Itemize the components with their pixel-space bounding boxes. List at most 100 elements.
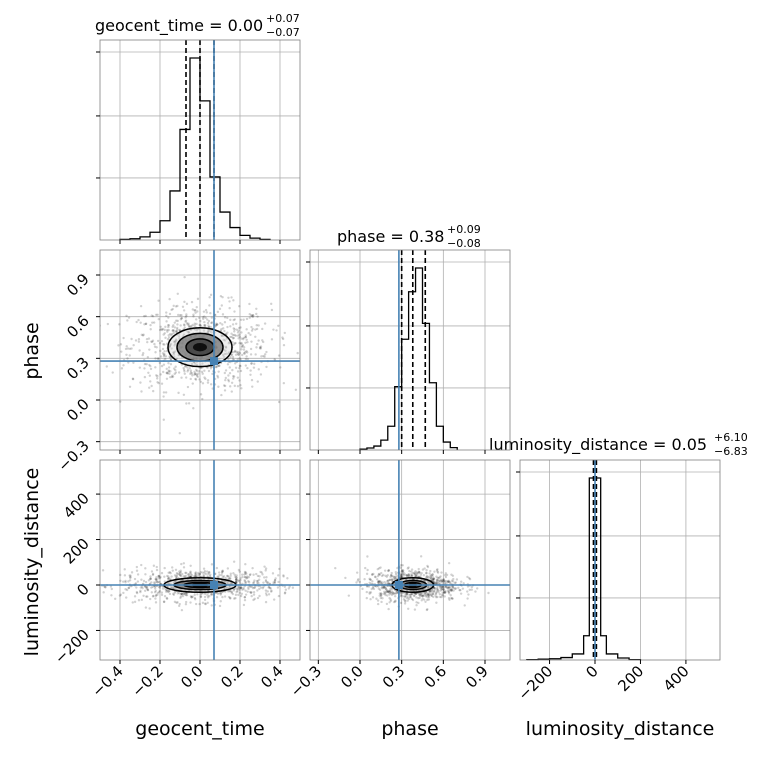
scatter-point (194, 309, 197, 312)
scatter-point (425, 568, 428, 572)
scatter-point (234, 362, 237, 365)
scatter-point (421, 597, 424, 600)
scatter-point (204, 308, 208, 312)
scatter-point (223, 352, 227, 356)
scatter-point (210, 365, 214, 369)
scatter-point (435, 578, 439, 582)
scatter-point (443, 573, 447, 577)
scatter-point (430, 594, 434, 598)
scatter-point (174, 371, 178, 374)
scatter-point (140, 578, 143, 581)
scatter-point (206, 601, 209, 605)
scatter-point (183, 275, 186, 279)
scatter-point (244, 572, 247, 575)
scatter-point (134, 582, 138, 585)
scatter-point (259, 570, 262, 574)
scatter-point (202, 567, 206, 570)
scatter-point (162, 600, 166, 604)
scatter-point (163, 350, 166, 353)
scatter-point (355, 571, 359, 574)
scatter-point (227, 577, 230, 581)
scatter-point (255, 572, 258, 576)
scatter-point (388, 593, 391, 596)
scatter-point (167, 336, 171, 339)
scatter-point (217, 575, 220, 579)
scatter-point (422, 594, 426, 597)
scatter-point (251, 327, 254, 331)
x-tick-label-phase: 0.0 (337, 662, 367, 692)
scatter-point (405, 573, 408, 577)
scatter-point (147, 579, 151, 582)
scatter-point (183, 372, 186, 375)
title-luminosity-distance-plus: +6.10 (714, 431, 748, 444)
scatter-point (390, 571, 393, 575)
scatter-point (379, 594, 383, 598)
scatter-point (229, 596, 232, 600)
panel-frame (309, 459, 511, 661)
scatter-point (429, 589, 432, 593)
scatter-point (248, 313, 251, 316)
scatter-point (234, 580, 238, 583)
scatter-point (399, 574, 403, 577)
scatter-point (187, 402, 191, 405)
scatter-point (427, 595, 431, 599)
scatter-point (94, 589, 96, 591)
ylabel-luminosity-distance: luminosity_distance (21, 468, 43, 657)
scatter-point (50, 583, 52, 585)
scatter-point (167, 366, 171, 369)
scatter-point (174, 338, 178, 341)
scatter-point (260, 355, 263, 358)
scatter-point (203, 569, 207, 573)
scatter-point (407, 574, 410, 577)
scatter-point (206, 379, 210, 382)
title-geocent-time-main: geocent_time = 0.00 (95, 16, 263, 36)
scatter-point (436, 595, 439, 599)
scatter-point (429, 576, 433, 579)
scatter-point (146, 588, 150, 591)
scatter-point (167, 369, 171, 372)
scatter-point (187, 322, 190, 325)
scatter-point (133, 600, 137, 604)
scatter-point (442, 588, 445, 592)
scatter-point (190, 300, 194, 304)
scatter-point (270, 589, 273, 592)
scatter-point (387, 569, 390, 573)
scatter-point (466, 585, 470, 588)
scatter-point (162, 355, 166, 358)
scatter-point (264, 589, 268, 592)
scatter-point (302, 592, 304, 594)
scatter-point (269, 587, 272, 590)
scatter-point (154, 597, 157, 600)
scatter-point (238, 357, 241, 360)
scatter-point (203, 595, 207, 599)
scatter-point (170, 334, 173, 337)
scatter-point (402, 571, 405, 574)
scatter-point (245, 350, 248, 353)
scatter-point (203, 376, 206, 379)
scatter-point (451, 597, 454, 600)
scatter-point (125, 353, 128, 356)
scatter-point (181, 572, 184, 576)
scatter-point (204, 602, 207, 606)
scatter-point (388, 590, 392, 593)
scatter-point (441, 585, 445, 589)
scatter-point (119, 573, 122, 577)
scatter-point (145, 337, 149, 341)
scatter-point (437, 576, 440, 580)
scatter-point (235, 576, 238, 580)
scatter-point (429, 576, 432, 580)
scatter-point (185, 593, 189, 597)
scatter-point (428, 591, 431, 594)
y-tick-label-luminosity_distance: −200 (51, 626, 93, 668)
scatter-point (198, 370, 201, 373)
scatter-point (444, 590, 447, 593)
scatter-point (204, 316, 207, 320)
scatter-point (179, 569, 182, 572)
scatter-point (175, 339, 178, 342)
scatter-point (244, 335, 248, 339)
scatter-point (387, 589, 390, 593)
scatter-point (182, 366, 185, 370)
scatter-point (393, 592, 397, 595)
scatter-point (407, 574, 410, 577)
scatter-point (245, 575, 249, 578)
